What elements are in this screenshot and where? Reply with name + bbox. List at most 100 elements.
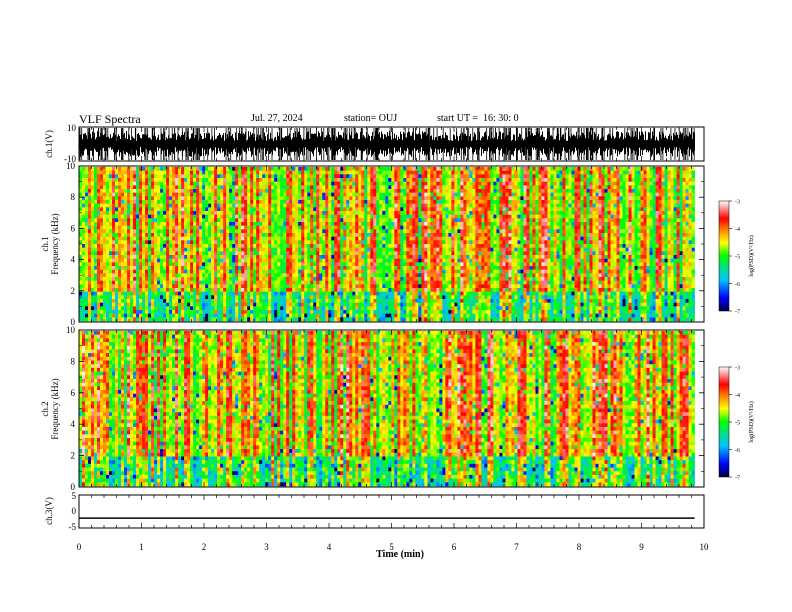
ch1-spectrogram-cell <box>259 222 263 226</box>
ch1-spectrogram-cell <box>211 302 215 307</box>
ch1-spectrogram-cell <box>385 255 389 259</box>
ch1-spectrogram-cell <box>277 185 281 190</box>
ch1-spectrogram-cell <box>286 262 290 267</box>
ch1-spectrogram-cell <box>304 236 308 241</box>
ch1-spectrogram-cell <box>208 284 212 289</box>
ch1-spectrogram-cell <box>397 192 401 197</box>
ch1-spectrogram-cell <box>346 299 350 303</box>
ch1-spectrogram-cell <box>283 211 287 215</box>
ch1-spectrogram-cell <box>157 233 161 237</box>
ch1-spectrogram-cell <box>337 310 341 314</box>
ch1-spectrogram-cell <box>331 258 335 263</box>
ch1-spectrogram-cell <box>175 203 179 208</box>
ch1-spectrogram-cell <box>346 302 350 307</box>
ch1-spectrogram-cell <box>145 200 149 204</box>
ch1-spectrogram-cell <box>388 273 392 278</box>
ch1-spectrogram-cell <box>367 277 371 281</box>
ch1-spectrogram-cell <box>334 247 338 252</box>
ch1-spectrogram-cell <box>385 178 389 182</box>
ch1-spectrogram-cell <box>412 295 416 300</box>
ch1-spectrogram-cell <box>385 229 389 234</box>
ch1-spectrogram-cell <box>424 200 428 204</box>
ch1-spectrogram-cell <box>136 291 140 296</box>
ch1-spectrogram-cell <box>94 317 98 322</box>
ch1-spectrogram-cell <box>421 229 425 234</box>
ch1-spectrogram-cell <box>298 247 302 252</box>
ch1-spectrogram-cell <box>316 273 320 278</box>
ch1-spectrogram-cell <box>289 280 293 285</box>
ch1-spectrogram-cell <box>172 178 176 182</box>
ch1-spectrogram-cell <box>139 200 143 204</box>
ch1-spectrogram-cell <box>130 218 134 223</box>
ch1-spectrogram-cell <box>199 185 203 190</box>
ch1-spectrogram-cell <box>88 284 92 289</box>
ch1-spectrogram-cell <box>193 255 197 259</box>
ch1-spectrogram-cell <box>196 214 200 219</box>
ch1-spectrogram-cell <box>418 174 422 179</box>
ch1-spectrogram-cell <box>304 225 308 230</box>
ch1-spectrogram-cell <box>196 310 200 314</box>
ch1-spectrogram-cell <box>88 302 92 307</box>
ch1-spectrogram-cell <box>274 277 278 281</box>
ch1-spectrogram-cell <box>355 189 359 193</box>
ch1-spectrogram-cell <box>307 280 311 285</box>
ch1-spectrogram-cell <box>280 214 284 219</box>
ch1-spectrogram-cell <box>301 317 305 322</box>
ch1-spectrogram-cell <box>232 306 236 311</box>
ch1-spectrogram-cell <box>175 189 179 193</box>
ch1-spectrogram-cell <box>196 233 200 237</box>
ch1-spectrogram-cell <box>148 251 152 256</box>
ch1-spectrogram-cell <box>247 310 251 314</box>
ch1-spectrogram-cell <box>376 258 380 263</box>
ch1-spectrogram-cell <box>271 313 275 318</box>
ch1-spectrogram-cell <box>427 229 431 234</box>
ch1-spectrogram-cell <box>154 174 158 179</box>
ch1-spectrogram-cell <box>304 313 308 318</box>
ch1-spectrogram-cell <box>334 284 338 289</box>
ch1-spectrogram-cell <box>139 174 143 179</box>
ch1-spectrogram-cell <box>85 291 89 296</box>
ch1-spectrogram-cell <box>307 207 311 212</box>
ch1-spectrogram-cell <box>94 313 98 318</box>
ch1-spectrogram-cell <box>220 233 224 237</box>
ch1-spectrogram-cell <box>361 214 365 219</box>
ch1-spectrogram-cell <box>106 247 110 252</box>
ch1-spectrogram-cell <box>376 203 380 208</box>
ch1-spectrogram-cell <box>97 240 101 245</box>
ch1-spectrogram-cell <box>166 255 170 259</box>
ch1-spectrogram-cell <box>169 240 173 245</box>
ch1-spectrogram-cell <box>358 277 362 281</box>
ch1-spectrogram-cell <box>331 229 335 234</box>
ch1-spectrogram-cell <box>433 167 437 171</box>
ch1-spectrogram-cell <box>166 222 170 226</box>
ch1-spectrogram-cell <box>214 240 218 245</box>
ch1-spectrogram-cell <box>304 310 308 314</box>
ch1-spectrogram-cell <box>346 244 350 248</box>
ch1-spectrogram-cell <box>421 167 425 171</box>
ch1-spectrogram-cell <box>415 306 419 311</box>
ch1-spectrogram-cell <box>220 295 224 300</box>
ch1-spectrogram-cell <box>268 233 272 237</box>
ch1-spectrogram-cell <box>301 295 305 300</box>
ch1-spectrogram-cell <box>358 178 362 182</box>
ch1-spectrogram-cell <box>421 203 425 208</box>
ch1-spectrogram-cell <box>250 170 254 175</box>
ch1-spectrogram-cell <box>394 167 398 171</box>
ch1-spectrogram-cell <box>415 203 419 208</box>
ch1-spectrogram-cell <box>277 302 281 307</box>
ch1-spectrogram-cell <box>382 317 386 322</box>
ch1-spectrogram-cell <box>424 189 428 193</box>
ch1-spectrogram-cell <box>415 189 419 193</box>
ch1-spectrogram-cell <box>349 170 353 175</box>
ch1-spectrogram-cell <box>340 291 344 296</box>
ch1-spectrogram-cell <box>370 291 374 296</box>
ch1-spectrogram-cell <box>247 240 251 245</box>
ch1-spectrogram-cell <box>400 266 404 270</box>
ch1-spectrogram-cell <box>262 247 266 252</box>
ch1-spectrogram-cell <box>292 277 296 281</box>
ch1-spectrogram-cell <box>406 214 410 219</box>
ch1-spectrogram-cell <box>427 273 431 278</box>
ch1-spectrogram-cell <box>223 266 227 270</box>
ch1-spectrogram-cell <box>343 266 347 270</box>
ch1-spectrogram-cell <box>319 174 323 179</box>
